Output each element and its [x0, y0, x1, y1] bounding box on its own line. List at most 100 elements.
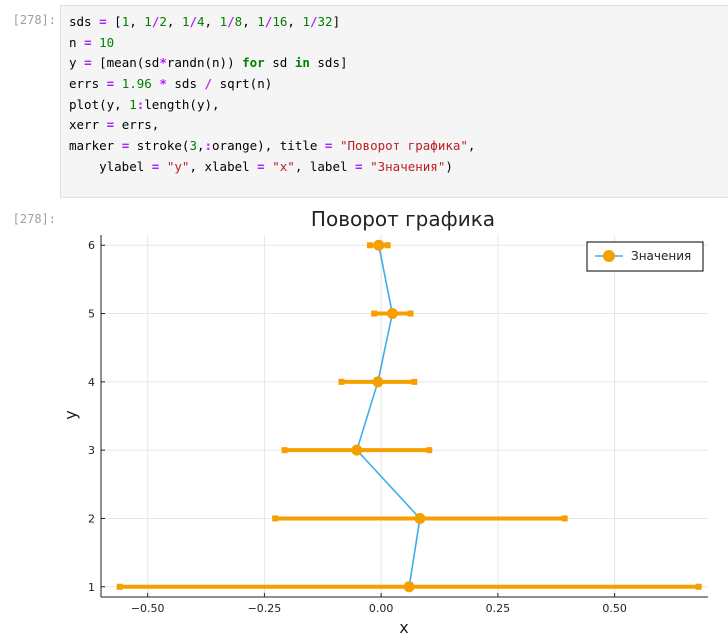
- code-token: =: [324, 138, 333, 154]
- code-token: sds: [69, 14, 100, 29]
- legend: Значения: [586, 241, 704, 272]
- data-point: [403, 581, 415, 593]
- x-tick-label: 0.25: [486, 602, 511, 615]
- error-bar-cap: [407, 310, 414, 317]
- code-token: n: [69, 34, 85, 50]
- code-editor[interactable]: sds = [1, 1/2, 1/4, 1/8, 1/16, 1/32] n = …: [69, 12, 475, 178]
- y-tick-label: 2: [88, 512, 95, 525]
- code-token: sqrt(n): [212, 76, 273, 92]
- code-token: 1: [302, 14, 310, 29]
- code-token: , label: [294, 158, 356, 174]
- code-token: sds]: [309, 55, 348, 71]
- code-token: 4: [197, 14, 205, 29]
- code-token: *: [159, 76, 167, 92]
- x-tick-label: 0.50: [602, 602, 627, 615]
- data-point: [372, 376, 384, 388]
- code-token: stroke(: [129, 138, 190, 154]
- code-token: ,: [467, 138, 476, 154]
- code-token: sd: [264, 55, 295, 71]
- code-token: /: [189, 14, 198, 29]
- code-token: orange), title: [212, 138, 325, 154]
- data-point: [373, 239, 385, 251]
- code-token: plot(y,: [69, 96, 130, 112]
- error-bar-cap: [338, 378, 345, 385]
- code-token: ): [445, 158, 453, 174]
- code-cell[interactable]: sds = [1, 1/2, 1/4, 1/8, 1/16, 1/32] n = …: [60, 5, 728, 198]
- code-token: ylabel: [69, 158, 152, 174]
- code-token: =: [355, 158, 363, 174]
- y-tick-label: 4: [88, 376, 95, 389]
- code-token: =: [106, 117, 115, 133]
- x-tick-label: −0.50: [131, 602, 165, 615]
- y-axis-label: y: [61, 410, 80, 419]
- code-token: ,: [196, 138, 205, 154]
- code-token: =: [151, 158, 160, 174]
- legend-marker-swatch: [603, 250, 615, 262]
- code-token: "Значения": [370, 158, 446, 174]
- code-token: 1: [129, 96, 137, 112]
- code-token: 2: [159, 14, 167, 29]
- code-token: 1: [144, 14, 152, 29]
- error-bar-cap: [366, 242, 373, 249]
- code-token: /: [264, 14, 273, 29]
- code-token: 8: [234, 14, 243, 29]
- y-tick-label: 3: [88, 444, 95, 457]
- code-token: 1.96: [121, 76, 152, 92]
- code-token: /: [227, 14, 235, 29]
- code-token: /: [309, 14, 318, 29]
- error-bar-cap: [411, 378, 418, 385]
- error-bar-cap: [426, 447, 433, 454]
- code-token: ]: [332, 14, 341, 29]
- code-token: 10: [99, 34, 115, 50]
- code-token: 32: [317, 14, 333, 29]
- code-line: plot(y, 1:length(y),: [69, 95, 475, 116]
- code-token: 1: [121, 14, 130, 29]
- code-token: [: [106, 14, 122, 29]
- code-token: [mean(sd: [91, 55, 160, 71]
- code-token: ,: [166, 14, 182, 29]
- data-point: [414, 512, 426, 524]
- error-bar-cap: [561, 515, 568, 522]
- code-token: =: [257, 158, 265, 174]
- code-token: :: [204, 138, 213, 154]
- input-prompt: [278]:: [12, 13, 56, 27]
- code-token: length(y),: [144, 96, 220, 112]
- code-token: for: [242, 55, 265, 71]
- code-token: ,: [204, 14, 220, 29]
- code-token: *: [159, 55, 167, 71]
- code-token: ,: [129, 14, 145, 29]
- code-token: ,: [287, 14, 303, 29]
- code-token: errs: [69, 76, 107, 92]
- x-tick-label: 0.00: [369, 602, 394, 615]
- code-token: :: [136, 96, 145, 112]
- code-line: n = 10: [69, 33, 475, 54]
- error-bar-cap: [116, 583, 123, 590]
- y-tick-label: 1: [88, 581, 95, 594]
- code-token: , xlabel: [189, 158, 258, 174]
- output-prompt: [278]:: [12, 212, 56, 226]
- code-token: 1: [219, 14, 228, 29]
- code-token: sds: [166, 76, 205, 92]
- code-token: =: [106, 76, 115, 92]
- code-token: 1: [257, 14, 265, 29]
- code-token: marker: [69, 138, 122, 154]
- x-tick-label: −0.25: [248, 602, 282, 615]
- code-token: xerr: [69, 117, 107, 133]
- series-line: [355, 245, 421, 587]
- code-token: 3: [189, 138, 197, 154]
- error-bar-cap: [695, 583, 702, 590]
- code-line: xerr = errs,: [69, 115, 475, 136]
- code-line: sds = [1, 1/2, 1/4, 1/8, 1/16, 1/32]: [69, 12, 475, 33]
- data-point: [351, 444, 363, 456]
- y-tick-label: 5: [88, 308, 95, 321]
- code-token: 16: [272, 14, 288, 29]
- code-token: in: [294, 55, 310, 71]
- error-bar-cap: [371, 310, 378, 317]
- code-token: "y": [166, 158, 190, 174]
- y-tick-label: 6: [88, 239, 95, 252]
- code-token: "Поворот графика": [339, 138, 468, 154]
- code-line: errs = 1.96 * sds / sqrt(n): [69, 74, 475, 95]
- code-token: y: [69, 55, 85, 71]
- code-token: /: [151, 14, 160, 29]
